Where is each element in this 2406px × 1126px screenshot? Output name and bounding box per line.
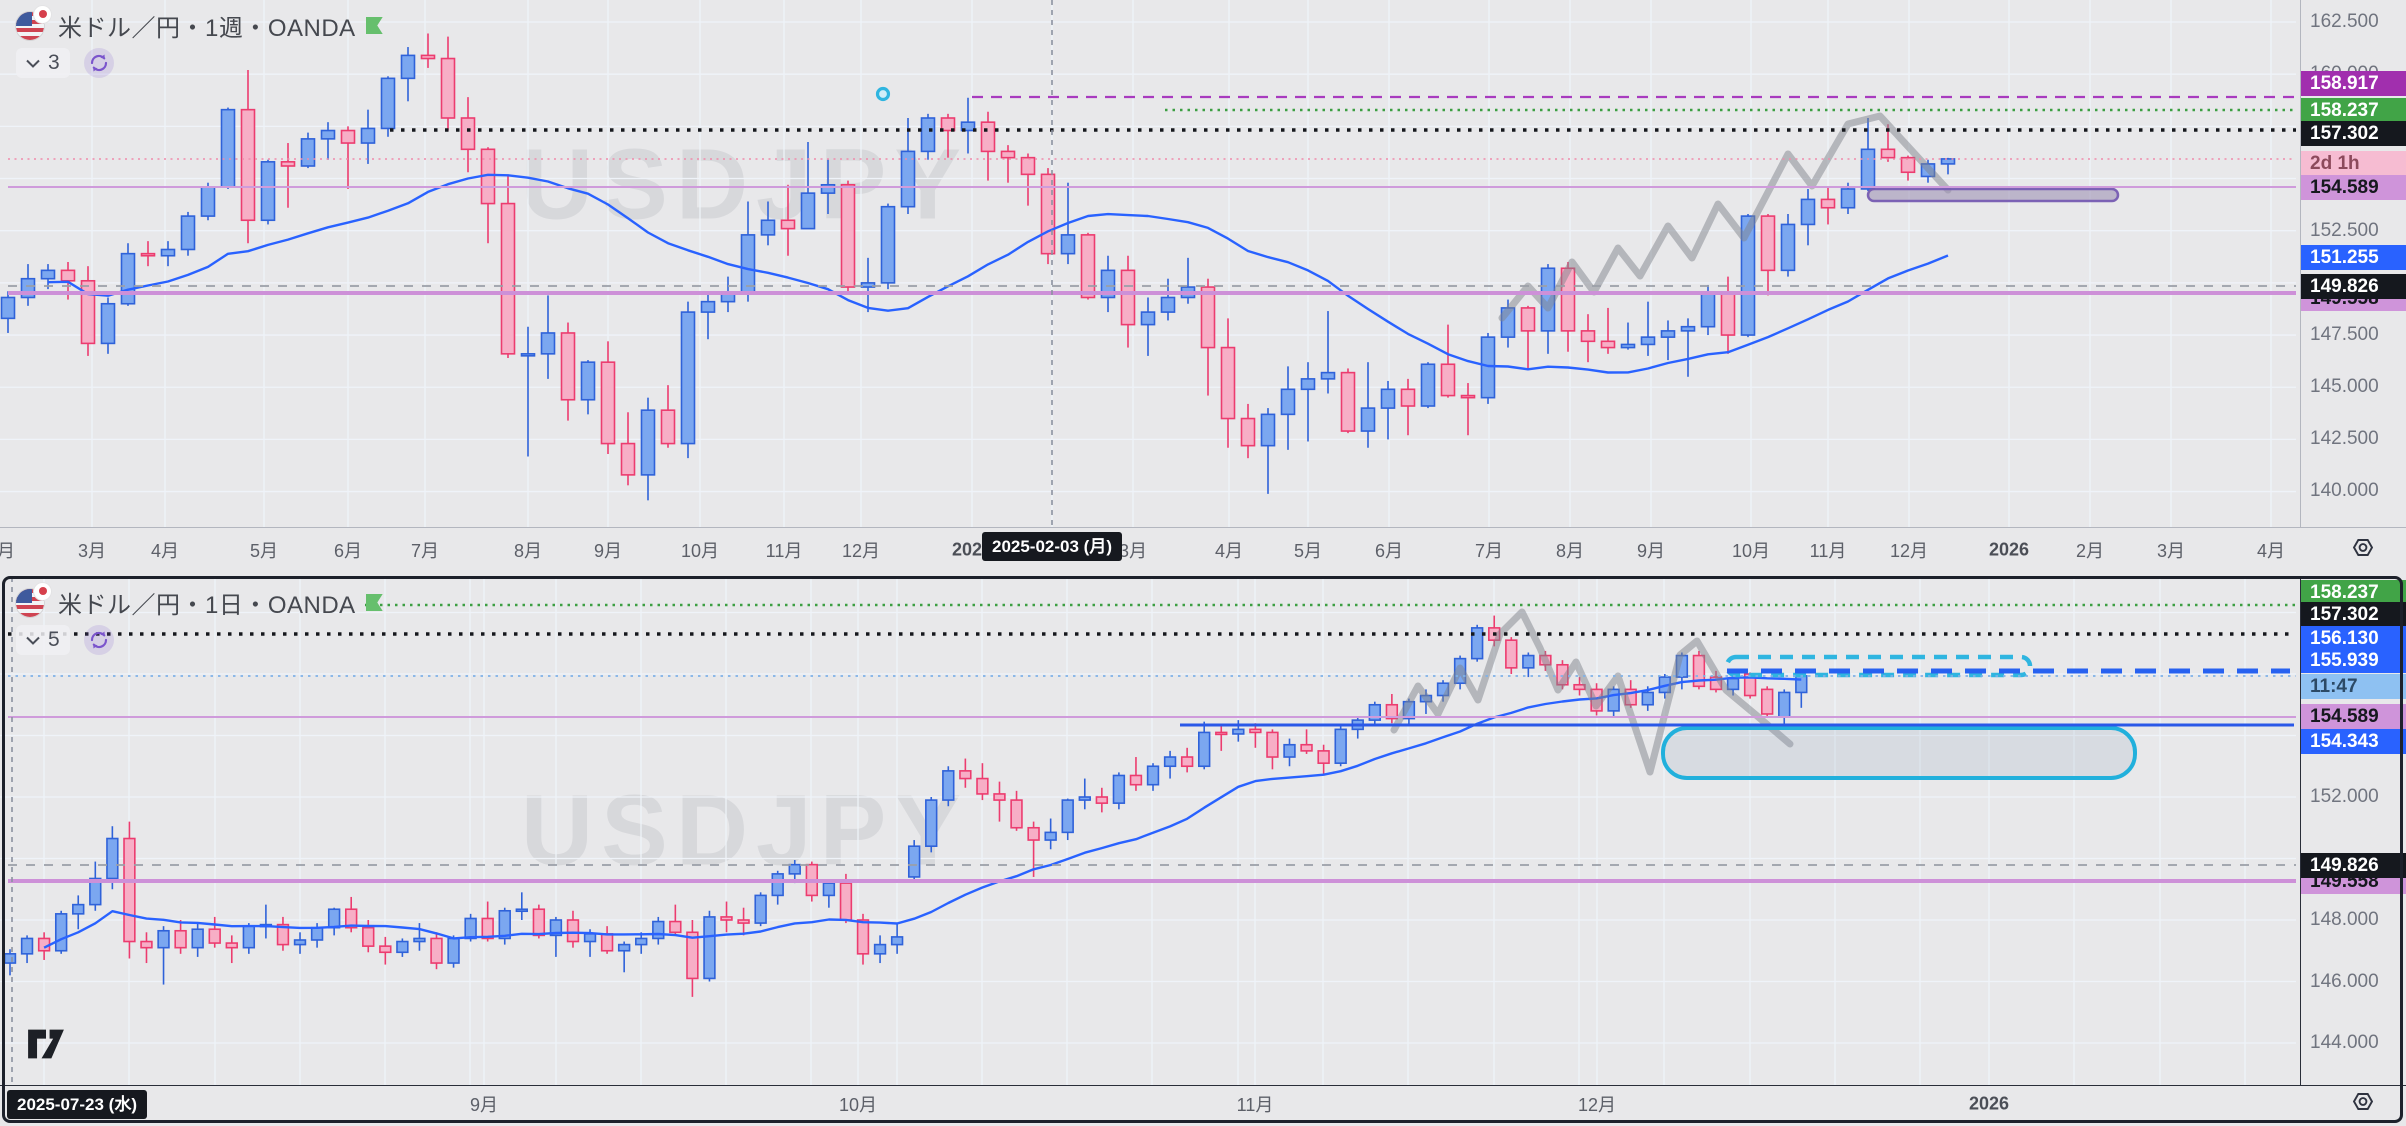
time-label: 11月 — [765, 540, 803, 561]
price-badge: 158.237 — [2301, 97, 2406, 123]
time-label: 9月 — [593, 540, 623, 561]
time-label: 5月 — [1293, 540, 1323, 561]
sync-icon[interactable] — [83, 48, 114, 78]
weekly-chart-canvas[interactable] — [0, 0, 2300, 527]
price-tick: 162.500 — [2310, 11, 2379, 32]
price-badge: 154.343 — [2301, 728, 2406, 754]
chevron-down-icon — [26, 636, 40, 645]
chevron-down-icon — [26, 59, 40, 68]
time-label: 12月 — [1577, 1094, 1617, 1115]
time-label: 3月 — [77, 540, 107, 561]
price-badge: 151.255 — [2301, 244, 2406, 270]
time-label: 4月 — [1214, 540, 1244, 561]
time-label: 4月 — [150, 540, 180, 561]
time-label: 11月 — [1236, 1094, 1274, 1115]
weekly-price-axis[interactable]: 162.500160.000152.500147.500145.000142.5… — [2300, 0, 2406, 527]
indicator-count: 5 — [48, 628, 60, 651]
daily-symbol-row[interactable]: 米ドル／円・1日・OANDA — [16, 582, 383, 620]
tradingview-logo[interactable] — [26, 1027, 66, 1066]
flag-bookmark-icon[interactable] — [365, 17, 383, 34]
price-badge: 149.826 — [2301, 273, 2406, 299]
sync-icon[interactable] — [83, 625, 114, 655]
daily-price-axis[interactable]: 152.000 148.000 146.000 144.000 158.237 157.3… — [2300, 577, 2406, 1085]
usdjpy-flag-icon — [16, 5, 51, 42]
price-tick: 144.000 — [2310, 1032, 2379, 1053]
daily-time-axis[interactable]: 9月 10月 11月 12月 2026 2025-07-23 (水) — [0, 1085, 2406, 1121]
time-label: 5月 — [249, 540, 279, 561]
weekly-indicator-row: 3 — [16, 48, 114, 78]
price-tick: 147.500 — [2310, 324, 2379, 345]
time-label: 3月 — [1118, 540, 1148, 561]
date-tooltip: 2025-02-03 (月) — [981, 532, 1123, 561]
price-badge: 2d 1h — [2301, 150, 2406, 176]
time-label: 2026 — [1968, 1093, 2010, 1113]
weekly-pane: USDJPY 米ドル／円・1週・OANDA 3 162.500160.00015… — [0, 0, 2406, 571]
usdjpy-flag-icon — [16, 582, 51, 619]
price-tick: 140.000 — [2310, 480, 2379, 501]
time-label: 6月 — [1374, 540, 1404, 561]
indicators-collapse-button[interactable]: 5 — [16, 625, 70, 655]
time-label: 6月 — [333, 540, 363, 561]
flag-bookmark-icon[interactable] — [365, 594, 383, 611]
time-label: 7月 — [1474, 540, 1504, 561]
indicators-collapse-button[interactable]: 3 — [16, 48, 70, 78]
price-badge: 158.237 — [2301, 579, 2406, 605]
time-label: 10月 — [1731, 540, 1771, 561]
time-label: 月 — [0, 540, 15, 561]
weekly-symbol-title[interactable]: 米ドル／円・1週・OANDA — [58, 15, 356, 42]
price-tick: 146.000 — [2310, 971, 2379, 992]
watermark: USDJPY — [520, 774, 970, 887]
price-tick: 142.500 — [2310, 428, 2379, 449]
price-badge: 157.302 — [2301, 120, 2406, 146]
time-label: 9月 — [1636, 540, 1666, 561]
price-tick: 152.000 — [2310, 786, 2379, 807]
indicator-count: 3 — [48, 51, 60, 74]
time-label: 3月 — [2156, 540, 2186, 561]
time-label: 12月 — [1889, 540, 1929, 561]
price-tick: 152.500 — [2310, 220, 2379, 241]
daily-pane: USDJPY 米ドル／円・1日・OANDA 5 152.000 148.000 14… — [0, 577, 2406, 1123]
time-label: 2026 — [1988, 539, 2030, 559]
time-label: 2月 — [2075, 540, 2105, 561]
time-label: 4月 — [2256, 540, 2286, 561]
time-label: 8月 — [1555, 540, 1585, 561]
price-badge: 157.302 — [2301, 601, 2406, 627]
weekly-time-axis[interactable]: 月 3月 4月 5月 6月 7月 8月 9月 10月 11月 12月 2025 3月 4月 5月 6月 7月 8月… — [0, 527, 2406, 571]
price-badge: 158.917 — [2301, 70, 2406, 96]
time-label: 10月 — [680, 540, 720, 561]
price-badge: 11:47 — [2301, 673, 2406, 699]
price-badge: 156.130 — [2301, 625, 2406, 651]
price-tick: 145.000 — [2310, 376, 2379, 397]
weekly-symbol-row[interactable]: 米ドル／円・1週・OANDA — [16, 5, 383, 43]
time-label: 7月 — [410, 540, 440, 561]
price-badge: 154.589 — [2301, 703, 2406, 729]
daily-symbol-title[interactable]: 米ドル／円・1日・OANDA — [58, 592, 356, 619]
axis-settings-gear-icon[interactable] — [2350, 1089, 2376, 1118]
time-label: 11月 — [1809, 540, 1847, 561]
daily-chart-canvas[interactable] — [0, 577, 2300, 1085]
date-tooltip: 2025-07-23 (水) — [6, 1090, 148, 1119]
price-tick: 148.000 — [2310, 909, 2379, 930]
time-label: 9月 — [469, 1094, 499, 1115]
price-badge: 149.826 — [2301, 852, 2406, 878]
price-badge: 154.589 — [2301, 174, 2406, 200]
time-label: 8月 — [513, 540, 543, 561]
time-label: 10月 — [838, 1094, 878, 1115]
daily-indicator-row: 5 — [16, 625, 114, 655]
axis-settings-gear-icon[interactable] — [2350, 535, 2376, 564]
price-badge: 155.939 — [2301, 647, 2406, 673]
time-label: 12月 — [841, 540, 881, 561]
